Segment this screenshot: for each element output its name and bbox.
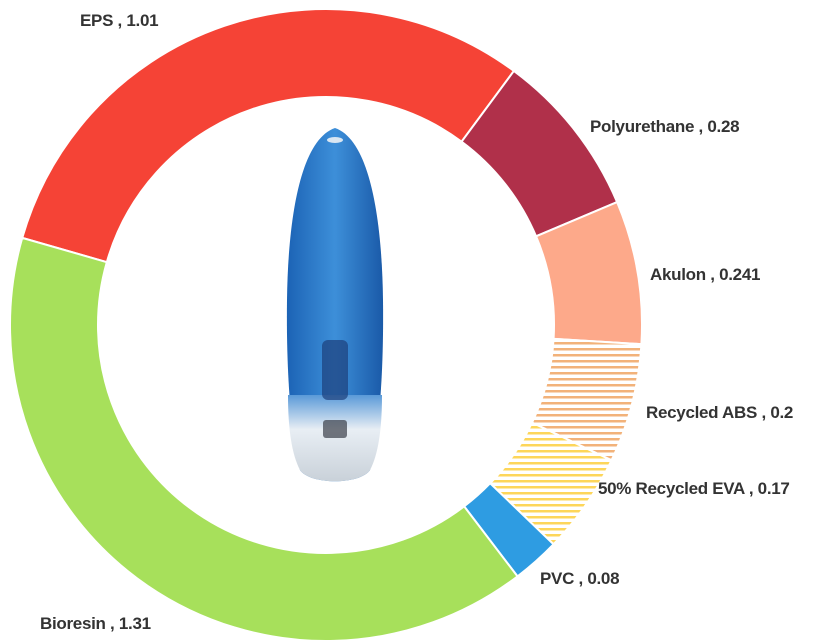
label-name: Akulon bbox=[650, 265, 706, 284]
segment-label: Akulon , 0.241 bbox=[650, 265, 760, 284]
label-separator: , bbox=[574, 569, 587, 588]
label-separator: , bbox=[757, 403, 770, 422]
label-value: 0.28 bbox=[707, 117, 739, 136]
segment-label: 50% Recycled EVA , 0.17 bbox=[598, 479, 790, 498]
donut-segment bbox=[10, 238, 517, 641]
segment-label: Recycled ABS , 0.2 bbox=[646, 403, 793, 422]
label-value: 0.17 bbox=[758, 479, 790, 498]
label-separator: , bbox=[113, 11, 126, 30]
label-separator: , bbox=[706, 265, 719, 284]
segment-label: PVC , 0.08 bbox=[540, 569, 619, 588]
label-separator: , bbox=[694, 117, 707, 136]
label-separator: , bbox=[744, 479, 757, 498]
segment-label: EPS , 1.01 bbox=[80, 11, 158, 30]
label-value: 0.241 bbox=[719, 265, 760, 284]
label-value: 0.08 bbox=[587, 569, 619, 588]
label-separator: , bbox=[106, 614, 119, 633]
label-value: 1.01 bbox=[126, 11, 158, 30]
label-name: Bioresin bbox=[40, 614, 106, 633]
segment-label: Polyurethane , 0.28 bbox=[590, 117, 739, 136]
label-value: 0.2 bbox=[770, 403, 793, 422]
label-name: Polyurethane bbox=[590, 117, 694, 136]
board-image bbox=[287, 128, 383, 481]
label-value: 1.31 bbox=[119, 614, 151, 633]
label-name: 50% Recycled EVA bbox=[598, 479, 745, 498]
label-name: Recycled ABS bbox=[646, 403, 757, 422]
label-name: PVC bbox=[540, 569, 574, 588]
donut-segment bbox=[22, 9, 514, 262]
chart: EPS , 1.01 Polyurethane , 0.28 Akulon , 0.… bbox=[0, 0, 839, 643]
label-name: EPS bbox=[80, 11, 113, 30]
segment-label: Bioresin , 1.31 bbox=[40, 614, 151, 633]
